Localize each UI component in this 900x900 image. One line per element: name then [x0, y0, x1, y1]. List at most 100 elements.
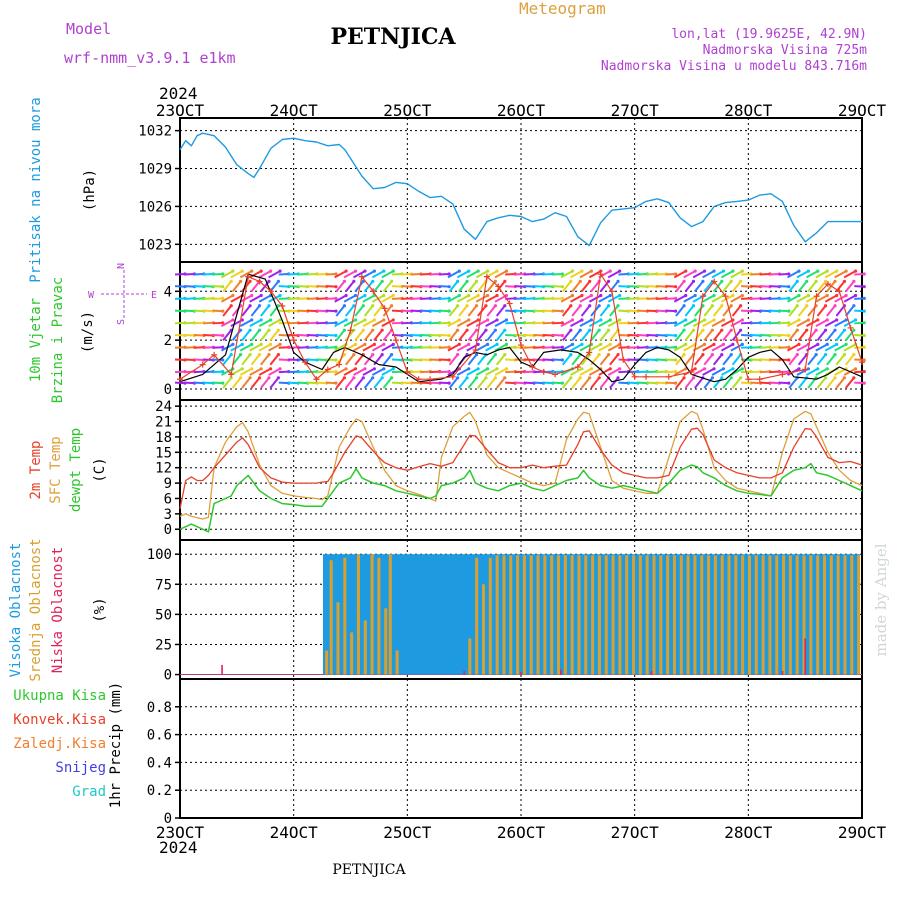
- wind-arrow-head: [380, 376, 384, 380]
- wind-arrow-head: [588, 304, 592, 308]
- wind-arrow-head: [259, 318, 263, 322]
- wind-arrow-head: [691, 304, 696, 308]
- wind-arrow: [448, 329, 459, 341]
- precip-legend-item: Konvek.Kisa: [13, 712, 106, 728]
- wind-arrow: [382, 305, 393, 317]
- wind-arrow-head: [229, 376, 233, 380]
- wind-arrow: [711, 343, 724, 352]
- wind-arrow: [561, 353, 572, 366]
- wind-arrow: [343, 319, 357, 328]
- cloud-mid-bar: [557, 555, 561, 675]
- wind-arrow-head: [833, 376, 837, 380]
- wind-arrow-head: [787, 272, 791, 276]
- wind-arrow-head: [229, 279, 233, 283]
- wind-gust-point: [620, 356, 627, 363]
- clouds-ytick-label: 50: [155, 607, 172, 623]
- wind-arrow-head: [693, 293, 697, 298]
- sfc-temp-series-line: [179, 410, 863, 520]
- wind-arrow: [692, 270, 706, 279]
- wind-arrow: [362, 294, 375, 303]
- wind-arrow: [845, 353, 855, 366]
- cloud-high-bar: [832, 554, 838, 675]
- cloud-mid-bar: [788, 555, 792, 675]
- wind-arrow: [599, 280, 610, 293]
- wind-arrow-head: [862, 272, 866, 276]
- wind-arrow-head: [569, 376, 573, 380]
- wind-arrow-head: [710, 376, 714, 380]
- wind-arrow-head: [495, 342, 499, 346]
- x-tick-label-top: 25OCT: [383, 101, 432, 120]
- wind-arrow-head: [797, 367, 801, 371]
- wind-arrow-head: [816, 342, 820, 346]
- wind-arrow: [702, 343, 715, 352]
- wind-arrow: [239, 367, 253, 376]
- wind-arrow: [241, 329, 251, 341]
- wind-arrow-head: [806, 293, 810, 298]
- wind-gust-point: [665, 373, 672, 380]
- wind-arrow: [353, 270, 366, 279]
- sfc-temp-label: SFC Temp: [48, 436, 64, 503]
- wind-arrow-head: [269, 269, 273, 273]
- wind-arrow: [494, 270, 507, 279]
- wind-arrow: [599, 377, 610, 389]
- wind-arrow-head: [740, 293, 744, 298]
- wind-arrow: [598, 319, 611, 328]
- wind-arrow-head: [825, 318, 829, 322]
- wind-arrow: [477, 377, 487, 389]
- wind-arrow-head: [787, 333, 791, 338]
- wind-arrow: [467, 280, 478, 293]
- wind-arrow: [816, 329, 827, 341]
- cloud-mid-bar: [377, 557, 381, 675]
- wind-arrow: [787, 319, 800, 328]
- wind-arrow: [683, 319, 696, 328]
- wind-arrow-head: [825, 367, 829, 371]
- wind-arrow-head: [221, 370, 225, 374]
- wind-arrow-head: [447, 285, 451, 289]
- wind-arrow: [381, 294, 394, 303]
- wind-arrow: [731, 329, 742, 341]
- wind-arrow: [373, 280, 383, 293]
- x-tick-label-top: 29OCT: [838, 101, 887, 120]
- wind-arrow-head: [606, 328, 611, 332]
- wind-gust-point: [392, 337, 399, 344]
- wind-arrow: [684, 305, 695, 317]
- wind-arrow-head: [474, 376, 479, 380]
- wind-arrow: [363, 305, 374, 317]
- wind-arrow: [580, 377, 591, 389]
- wind-arrow: [675, 353, 685, 366]
- wind-gust-point: [177, 376, 183, 383]
- cloud-mid-bar: [350, 632, 354, 675]
- wind-arrow: [354, 353, 365, 366]
- wind-arrow-head: [334, 345, 338, 349]
- wind-arrow: [788, 377, 799, 389]
- wind-arrow: [835, 377, 846, 389]
- cloud-mid-bar: [713, 555, 717, 675]
- wind-arrow: [824, 343, 838, 352]
- x-tick-label-bottom: 29OCT: [838, 823, 887, 842]
- wind-arrow-head: [276, 376, 280, 380]
- wind-arrow-head: [259, 342, 263, 346]
- wind-arrow-head: [833, 328, 837, 332]
- wind-gust-point: [699, 293, 706, 300]
- wind-arrow-head: [701, 328, 705, 332]
- wind-arrow: [456, 367, 470, 376]
- wind-gust-point: [824, 280, 831, 287]
- cloud-high-bar: [723, 554, 729, 675]
- wind-arrow: [231, 280, 242, 293]
- clouds-ytick-label: 0: [164, 668, 172, 684]
- wind-arrow: [448, 377, 459, 389]
- wind-gust-point: [358, 273, 365, 280]
- wind-arrow-head: [805, 304, 809, 308]
- wind-arrow-head: [842, 353, 847, 357]
- wind-arrow-head: [493, 304, 497, 308]
- clouds-ytick-label: 25: [155, 637, 172, 653]
- wind-arrow-head: [684, 318, 688, 322]
- cloud-mid-bar: [782, 555, 786, 675]
- precip-legend-item: Ukupna Kisa: [13, 688, 106, 704]
- wind-arrow-head: [493, 279, 497, 283]
- wind-gust-point: [779, 371, 786, 378]
- wind-arrow-head: [467, 293, 471, 298]
- cloud-low-bar: [463, 670, 465, 675]
- wind-arrow-head: [720, 304, 724, 308]
- cloud-high-bar: [445, 554, 451, 675]
